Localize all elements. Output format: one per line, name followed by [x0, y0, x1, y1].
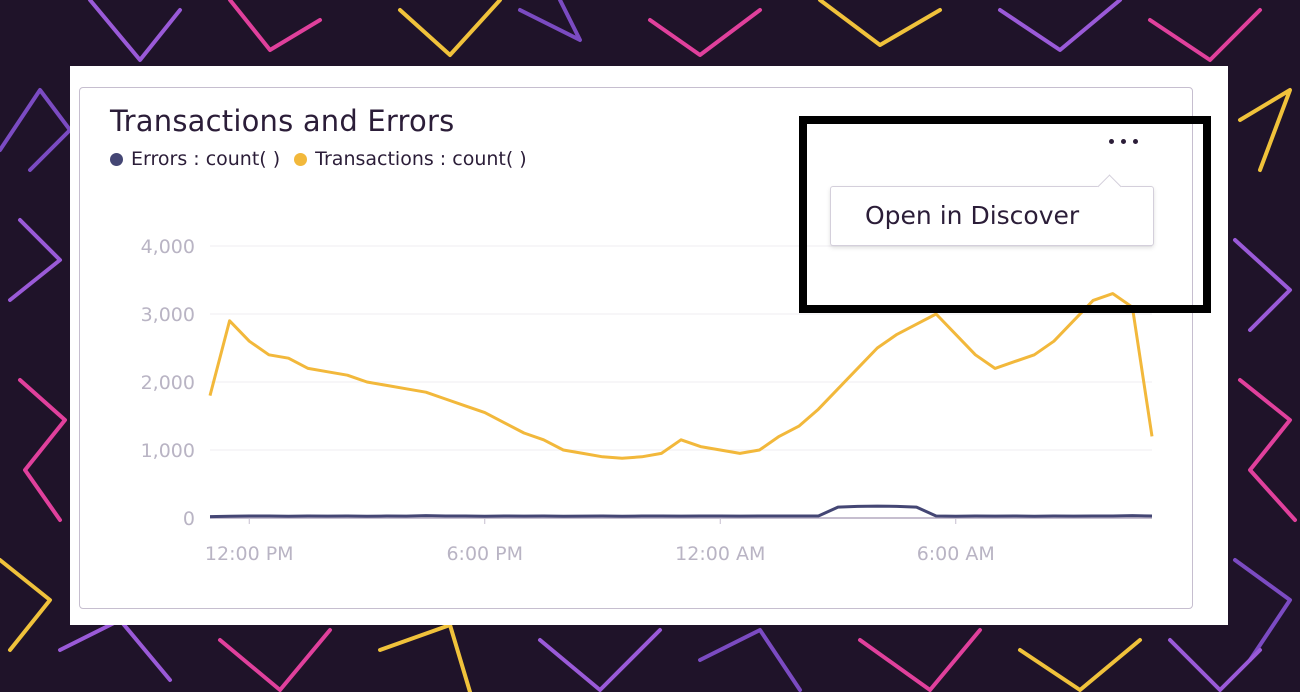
series-line-transactions: [208, 292, 1154, 460]
context-menu: Open in Discover: [830, 174, 1154, 246]
y-tick-label: 1,000: [141, 440, 195, 462]
line-chart: 0 1,000 2,000 3,000 4,000 12:00 PM 6:00 PM 12:…: [141, 236, 1154, 565]
ellipsis-horizontal-icon[interactable]: [1100, 128, 1146, 154]
legend-item-transactions[interactable]: Transactions : count( ): [294, 148, 527, 170]
dot: [1120, 138, 1126, 144]
series-line-errors: [209, 504, 1153, 519]
chart-legend: Errors : count( ) Transactions : count( …: [110, 148, 541, 170]
open-in-discover-menu-item[interactable]: Open in Discover: [865, 201, 1080, 230]
chart-card: [79, 87, 1193, 609]
legend-label-transactions: Transactions : count( ): [315, 148, 527, 170]
y-tick-label: 0: [183, 508, 195, 530]
dot: [1108, 138, 1114, 144]
x-tick-label: 6:00 AM: [917, 543, 995, 565]
widget-panel: 0 1,000 2,000 3,000 4,000 12:00 PM 6:00 PM 12:…: [70, 66, 1228, 625]
y-tick-label: 4,000: [141, 236, 195, 258]
chart-title: Transactions and Errors: [110, 104, 455, 138]
x-tick-label: 12:00 PM: [205, 543, 294, 565]
dot: [1132, 138, 1138, 144]
legend-dot-errors: [110, 152, 123, 166]
x-tick-label: 6:00 PM: [446, 543, 523, 565]
y-tick-label: 3,000: [141, 304, 195, 326]
y-tick-label: 2,000: [141, 372, 195, 394]
legend-dot-transactions: [294, 152, 308, 166]
x-tick-label: 12:00 AM: [675, 543, 765, 565]
legend-item-errors[interactable]: Errors : count( ): [110, 148, 280, 170]
legend-label-errors: Errors : count( ): [131, 148, 281, 170]
